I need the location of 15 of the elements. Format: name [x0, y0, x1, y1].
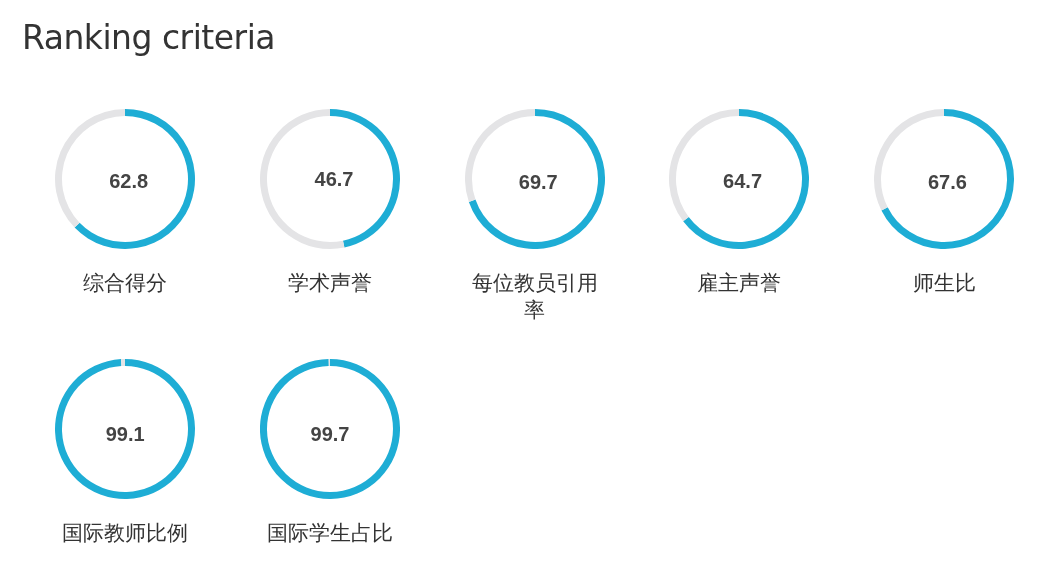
data-label: 69.7 [518, 170, 558, 193]
text: Ranking criteria [22, 18, 276, 57]
text: 学术声誉 [286, 270, 373, 296]
text: 综合得分 [82, 270, 168, 296]
text: 每位教员引用率 [470, 270, 599, 323]
text: 师生比 [911, 270, 977, 296]
data-label: 99.7 [310, 422, 350, 445]
data-label: 99.1 [105, 422, 145, 445]
text: 国际教师比例 [61, 520, 189, 546]
data-label: 62.8 [109, 170, 149, 193]
text: 雇主声誉 [696, 270, 783, 296]
data-label: 64.7 [723, 170, 763, 193]
text: 国际学生占比 [265, 520, 394, 546]
data-label: 67.6 [927, 170, 967, 193]
data-label: 46.7 [314, 168, 354, 191]
